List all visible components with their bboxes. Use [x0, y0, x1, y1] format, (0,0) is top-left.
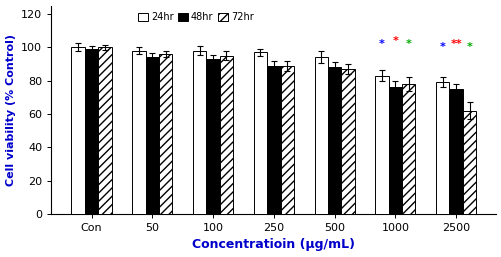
Bar — [435, 82, 448, 214]
Bar — [388, 87, 401, 214]
Bar — [145, 57, 159, 214]
Bar — [280, 66, 293, 214]
Bar — [98, 47, 111, 214]
Bar — [254, 52, 267, 214]
Bar — [159, 54, 172, 214]
Bar — [462, 111, 475, 214]
Text: *: * — [405, 39, 411, 49]
Bar — [206, 59, 219, 214]
Bar — [314, 57, 327, 214]
Legend: 24hr, 48hr, 72hr: 24hr, 48hr, 72hr — [136, 11, 255, 24]
Bar — [341, 69, 354, 214]
Text: *: * — [378, 39, 384, 49]
X-axis label: Concentratioin (μg/mL): Concentratioin (μg/mL) — [192, 238, 355, 251]
Text: *: * — [465, 42, 471, 52]
Bar — [375, 76, 388, 214]
Bar — [327, 67, 341, 214]
Bar — [132, 51, 145, 214]
Bar — [267, 66, 280, 214]
Y-axis label: Cell viability (% Control): Cell viability (% Control) — [6, 34, 16, 186]
Bar — [448, 89, 462, 214]
Text: **: ** — [449, 39, 461, 49]
Bar — [219, 56, 232, 214]
Text: *: * — [439, 42, 445, 52]
Bar — [71, 47, 85, 214]
Bar — [85, 49, 98, 214]
Bar — [193, 51, 206, 214]
Bar — [401, 84, 415, 214]
Text: *: * — [392, 35, 397, 45]
